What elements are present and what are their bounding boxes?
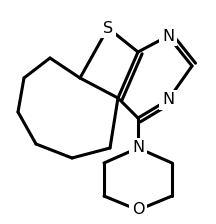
Text: O: O [132,202,144,218]
Text: N: N [162,93,174,108]
Text: N: N [132,140,144,155]
Text: S: S [103,21,113,35]
Text: N: N [162,28,174,43]
